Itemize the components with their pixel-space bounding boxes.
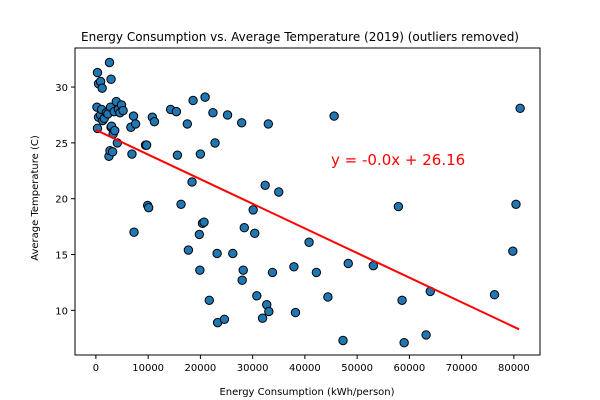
data-point	[195, 265, 205, 275]
data-point	[219, 314, 230, 324]
data-point	[343, 258, 353, 269]
data-point	[208, 108, 218, 118]
data-point	[237, 275, 247, 285]
y-tick-label: 30	[55, 83, 68, 94]
data-point	[329, 111, 339, 121]
data-point	[515, 103, 525, 113]
data-point	[171, 106, 182, 117]
x-tick-label: 10000	[132, 363, 164, 374]
data-point	[176, 199, 186, 209]
data-point	[511, 199, 521, 209]
axes-frame	[74, 47, 541, 356]
x-tick-label: 20000	[184, 363, 216, 374]
data-point	[323, 292, 333, 302]
data-point	[222, 110, 233, 120]
data-point	[97, 83, 107, 93]
data-point	[141, 140, 152, 150]
data-point	[250, 228, 260, 239]
data-point	[172, 150, 183, 160]
x-tick-label: 60000	[393, 363, 425, 374]
data-point	[238, 265, 248, 275]
y-tick-label: 15	[55, 251, 68, 262]
y-tick-label: 10	[55, 306, 68, 317]
data-point	[338, 335, 348, 346]
data-point	[128, 111, 139, 121]
data-point	[236, 118, 247, 128]
x-tick-label: 70000	[446, 363, 478, 374]
data-point	[264, 306, 274, 317]
data-point	[311, 267, 322, 278]
data-point	[188, 95, 198, 106]
data-point	[187, 177, 197, 187]
data-point	[129, 227, 139, 237]
data-point	[104, 57, 115, 68]
data-point	[194, 229, 205, 240]
data-point	[274, 187, 284, 197]
chart-title: Energy Consumption vs. Average Temperatu…	[81, 30, 519, 44]
y-tick-label: 20	[55, 195, 68, 206]
data-point	[149, 116, 160, 127]
data-point	[252, 291, 262, 301]
data-point	[489, 290, 500, 300]
data-point	[399, 338, 409, 348]
data-point	[210, 138, 220, 148]
data-point	[107, 147, 118, 157]
data-point	[508, 246, 518, 256]
data-point	[143, 202, 154, 213]
data-point	[130, 119, 141, 129]
data-point	[260, 180, 270, 191]
x-tick-label: 50000	[341, 363, 373, 374]
regression-equation: y = -0.0x + 26.16	[331, 151, 465, 169]
data-point	[127, 149, 137, 159]
y-tick-label: 25	[55, 139, 68, 150]
data-point	[289, 262, 299, 272]
data-point	[263, 119, 274, 129]
data-point	[257, 313, 268, 323]
data-point	[110, 125, 120, 136]
data-point	[183, 245, 194, 255]
data-point	[92, 67, 103, 78]
x-axis-label: Energy Consumption (kWh/person)	[219, 387, 394, 398]
data-point	[118, 105, 128, 116]
x-tick-label: 80000	[498, 363, 530, 374]
x-tick-label: 40000	[289, 363, 321, 374]
data-point	[212, 248, 222, 259]
data-point	[239, 223, 249, 233]
y-axis-label: Average Temperature (C)	[30, 135, 41, 261]
x-tick-label: 30000	[237, 363, 269, 374]
x-tick-label: 0	[93, 363, 99, 374]
plot-area: y = -0.0x + 26.16 0 10000 20000 30000 40000 50…	[55, 47, 541, 374]
data-point	[397, 295, 407, 305]
data-point	[421, 330, 431, 340]
data-point	[195, 149, 206, 159]
data-point	[106, 74, 116, 84]
data-point	[92, 123, 103, 134]
data-point	[248, 205, 258, 215]
data-point	[290, 307, 301, 318]
data-point	[200, 92, 210, 102]
data-point	[267, 267, 278, 278]
data-point	[304, 237, 314, 247]
data-point	[228, 248, 238, 259]
data-point	[182, 119, 193, 129]
data-point	[393, 201, 404, 212]
regression-line	[95, 129, 520, 331]
data-point	[204, 295, 214, 305]
data-point	[199, 217, 209, 227]
